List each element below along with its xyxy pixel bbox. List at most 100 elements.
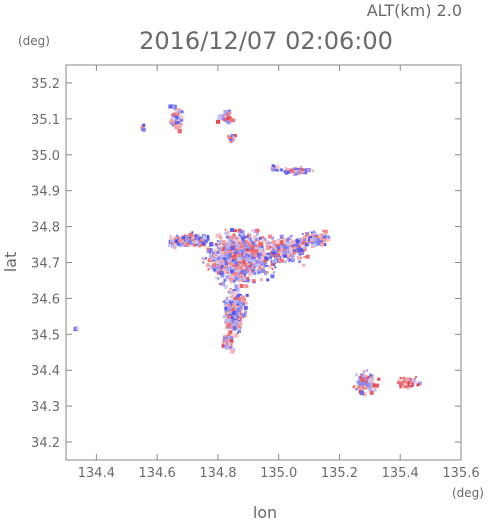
data-cell	[225, 304, 229, 308]
data-cell	[198, 240, 201, 243]
data-cell	[275, 240, 280, 244]
y-tick-label: 34.5	[31, 328, 60, 343]
data-cell	[244, 284, 249, 289]
data-cell	[375, 383, 380, 388]
data-cell	[251, 272, 254, 275]
data-cell	[272, 254, 276, 258]
data-cell	[403, 380, 406, 383]
data-cell	[318, 234, 321, 236]
data-cell	[238, 231, 242, 235]
data-cell	[232, 289, 236, 292]
data-cell	[401, 384, 406, 389]
data-cell	[289, 247, 293, 252]
x-tick-label: 134.8	[199, 466, 236, 481]
data-cell	[219, 232, 221, 235]
data-cell	[279, 240, 284, 245]
data-cell	[184, 236, 189, 241]
data-cell	[231, 307, 235, 311]
data-cell	[258, 256, 261, 259]
data-cell	[180, 118, 184, 122]
data-cell	[290, 258, 295, 263]
data-cell	[222, 268, 225, 272]
data-cell	[270, 241, 272, 244]
data-cell	[247, 239, 250, 242]
data-cell	[399, 376, 402, 379]
data-cell	[303, 170, 308, 175]
data-cell	[230, 316, 235, 321]
data-cell	[271, 268, 274, 270]
data-cell	[272, 260, 275, 264]
data-cell	[254, 241, 257, 244]
data-cell	[292, 251, 296, 255]
data-cell	[171, 242, 173, 245]
data-cell	[244, 301, 248, 305]
data-cell	[397, 380, 400, 383]
data-cell	[292, 241, 295, 244]
data-cell	[265, 247, 269, 251]
data-cell	[244, 263, 247, 266]
data-cell	[221, 281, 225, 286]
data-cell	[229, 295, 232, 298]
data-cell	[262, 248, 265, 250]
data-cell	[214, 268, 219, 273]
data-cell	[216, 251, 220, 254]
data-cell	[270, 248, 272, 250]
data-cell	[178, 242, 183, 247]
data-cell	[365, 386, 368, 389]
data-cell	[296, 167, 299, 170]
data-cell	[213, 259, 216, 262]
data-cell	[274, 266, 277, 269]
data-cell	[288, 242, 293, 247]
data-cell	[184, 239, 186, 242]
data-cell	[321, 238, 326, 243]
data-cell	[266, 245, 269, 248]
data-cell	[289, 254, 292, 257]
data-cell	[235, 308, 240, 312]
data-cell	[199, 240, 203, 244]
data-cell	[218, 247, 221, 251]
data-cell	[261, 240, 264, 243]
data-cell	[302, 263, 306, 267]
data-cell	[283, 260, 287, 264]
data-cell	[221, 246, 225, 250]
data-cell	[363, 388, 366, 390]
data-cell	[178, 119, 181, 122]
data-cell	[224, 308, 229, 313]
data-cell	[301, 252, 304, 254]
data-cell	[365, 379, 370, 384]
data-cell	[177, 123, 182, 128]
data-cell	[205, 235, 210, 240]
data-cell	[176, 108, 179, 111]
data-cell	[221, 258, 224, 261]
data-cell	[238, 253, 242, 256]
data-cell	[238, 311, 242, 315]
data-cell	[274, 252, 279, 257]
data-cell	[360, 381, 365, 386]
data-cell	[304, 239, 308, 243]
data-cell	[236, 264, 240, 268]
data-cell	[209, 251, 212, 254]
data-cell	[365, 384, 368, 387]
data-cell	[280, 237, 283, 240]
data-cell	[220, 268, 223, 270]
data-cell	[416, 383, 420, 387]
data-cell	[258, 255, 261, 258]
data-cell	[233, 291, 238, 295]
data-cell	[312, 230, 316, 234]
data-cell	[232, 326, 237, 331]
data-cell	[170, 240, 173, 244]
data-cell	[227, 290, 230, 293]
data-cell	[206, 237, 210, 241]
data-cell	[179, 115, 184, 120]
data-cell	[176, 110, 181, 115]
data-cell	[222, 336, 227, 341]
data-cell	[299, 171, 302, 174]
data-cell	[234, 305, 239, 310]
data-cell	[268, 264, 273, 269]
data-cell	[237, 257, 242, 262]
data-cell	[174, 109, 178, 113]
data-cell	[191, 239, 194, 242]
data-cell	[316, 241, 321, 246]
data-cell	[254, 249, 259, 254]
data-cell	[241, 270, 246, 274]
